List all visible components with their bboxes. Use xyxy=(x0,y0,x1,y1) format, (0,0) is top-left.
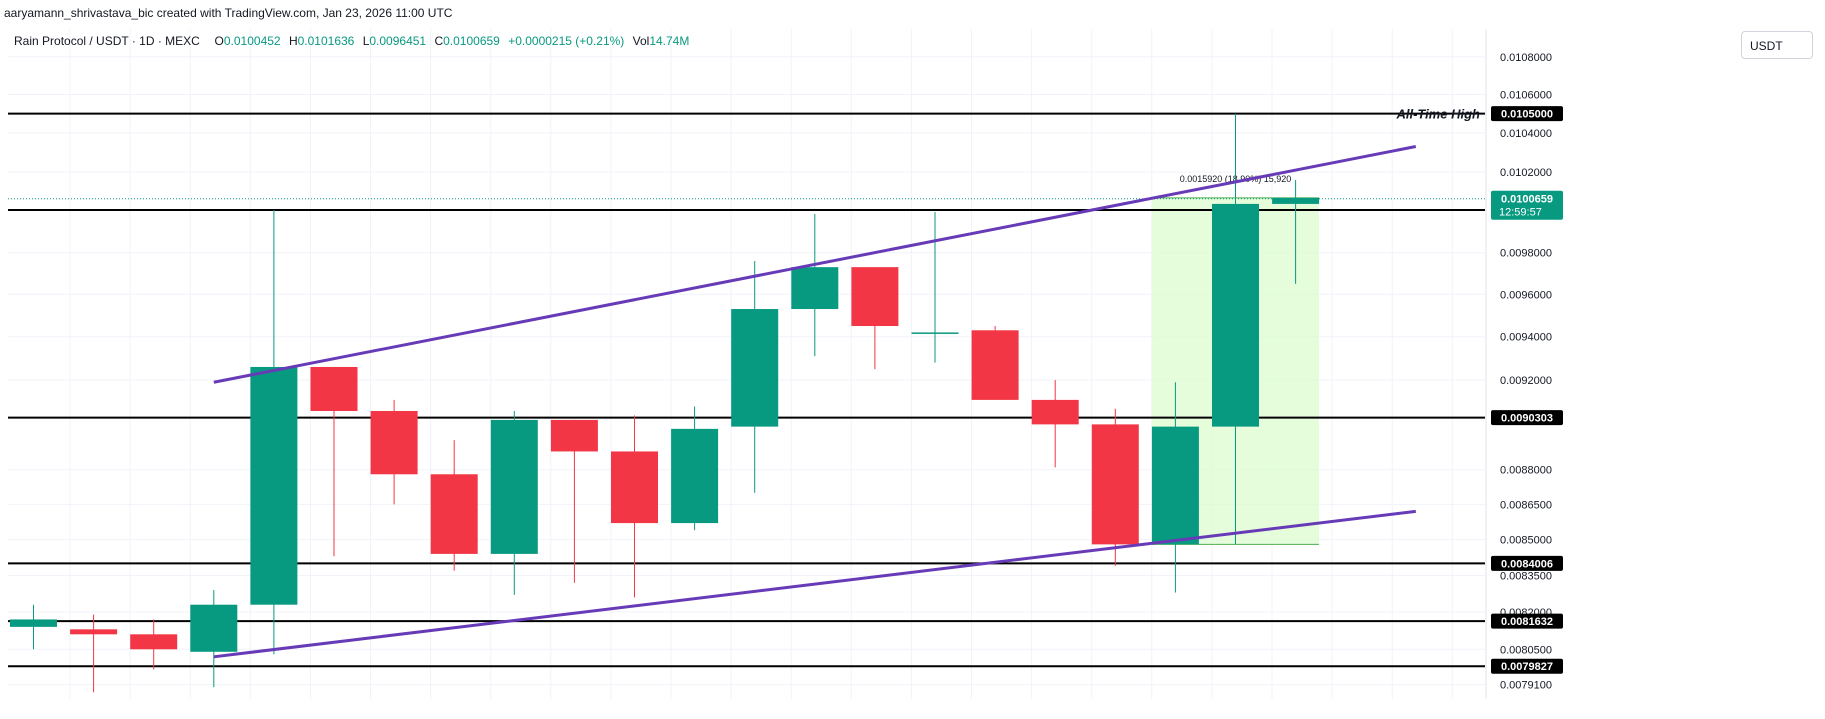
price-tick-label: 0.0094000 xyxy=(1500,332,1552,344)
high-value: 0.0101636 xyxy=(297,34,355,48)
candle xyxy=(1151,382,1199,593)
candle-body xyxy=(130,634,178,650)
level-price-tag xyxy=(1491,410,1563,426)
candle-body xyxy=(851,267,899,327)
candle xyxy=(430,440,478,571)
candle xyxy=(911,211,959,363)
candle xyxy=(611,415,658,598)
candle xyxy=(791,213,839,357)
level-price-tag xyxy=(1491,613,1563,629)
price-tick-label: 0.0108000 xyxy=(1500,52,1552,64)
price-tick-label: 0.0086500 xyxy=(1500,499,1552,511)
candle xyxy=(971,326,1019,400)
price-tick-label: 0.0102000 xyxy=(1500,167,1552,179)
price-tick-label: 0.0083500 xyxy=(1500,571,1552,583)
candle xyxy=(310,366,358,557)
candle-body xyxy=(1091,424,1139,545)
price-tick-label: 0.0092000 xyxy=(1500,375,1552,387)
level-price-tag xyxy=(1491,555,1563,571)
level-price-tag xyxy=(1491,106,1563,122)
candle-body xyxy=(731,309,779,427)
channel-lower-line xyxy=(213,509,1416,659)
open-value: 0.0100452 xyxy=(223,34,281,48)
candle xyxy=(671,406,719,531)
candle-body xyxy=(70,629,118,635)
price-tick-label: 0.0106000 xyxy=(1500,89,1552,101)
candle xyxy=(190,590,238,688)
level-price-tag xyxy=(1491,658,1563,674)
candle xyxy=(370,399,418,505)
candle-body xyxy=(310,366,358,411)
candle xyxy=(70,614,118,693)
price-tick-label: 0.0088000 xyxy=(1500,465,1552,477)
candle-body xyxy=(190,604,238,652)
chart-credit: aaryamann_shrivastava_bic created with T… xyxy=(4,6,453,20)
candle xyxy=(1091,408,1139,566)
level-price-label: 0.0084006 xyxy=(1501,558,1553,570)
candle-body xyxy=(10,619,57,627)
price-tick-label: 0.0079100 xyxy=(1500,680,1552,692)
price-tick-label: 0.0085000 xyxy=(1500,535,1552,547)
low-value: 0.0096451 xyxy=(369,34,427,48)
candle-body xyxy=(1151,426,1199,545)
symbol-title[interactable]: Rain Protocol / USDT · 1D · MEXC xyxy=(14,34,200,48)
candle-body xyxy=(971,330,1019,400)
bottom-strip xyxy=(0,699,1825,719)
symbol-info-bar: Rain Protocol / USDT · 1D · MEXC O0.0100… xyxy=(14,34,694,48)
open-label: O xyxy=(214,34,224,48)
current-price-label: 0.0100659 xyxy=(1501,194,1553,206)
price-tick-label: 0.0104000 xyxy=(1500,128,1552,140)
candle-body xyxy=(370,410,418,475)
candle-body xyxy=(611,451,658,524)
level-price-label: 0.0079827 xyxy=(1501,661,1553,673)
candle xyxy=(10,604,57,650)
candle-body xyxy=(1031,399,1079,425)
candle xyxy=(851,267,899,370)
candle-body xyxy=(1212,203,1259,427)
all-time-high-label: All-Time High xyxy=(1395,107,1480,122)
current-price-tag xyxy=(1491,190,1563,220)
currency-selector[interactable]: USDT xyxy=(1741,31,1813,59)
volume-value: 14.74M xyxy=(649,34,690,48)
candle xyxy=(1031,380,1079,468)
low-label: L xyxy=(362,34,370,48)
candle-body xyxy=(430,474,478,554)
candle xyxy=(130,619,178,670)
candle xyxy=(550,419,598,583)
high-label: H xyxy=(288,34,298,48)
candle xyxy=(1212,113,1259,545)
change-value: +0.0000215 (+0.21%) xyxy=(508,34,625,48)
candle xyxy=(731,260,779,493)
price-tick-label: 0.0096000 xyxy=(1500,289,1552,301)
price-tick-label: 0.0080500 xyxy=(1500,644,1552,656)
countdown-label: 12:59:57 xyxy=(1499,207,1542,219)
candle xyxy=(250,209,298,655)
candle-body xyxy=(911,332,959,334)
level-price-label: 0.0090303 xyxy=(1501,413,1553,425)
close-value: 0.0100659 xyxy=(443,34,500,48)
candle-body xyxy=(671,428,719,524)
candle-body xyxy=(1272,197,1320,204)
price-tick-label: 0.0098000 xyxy=(1500,248,1552,260)
level-price-label: 0.0105000 xyxy=(1501,109,1553,121)
candle-body xyxy=(490,419,538,554)
candle-body xyxy=(791,267,839,310)
candle xyxy=(490,410,538,595)
level-price-label: 0.0081632 xyxy=(1501,616,1553,628)
candle-body xyxy=(550,419,598,452)
channel-upper-line xyxy=(213,145,1417,384)
candle-body xyxy=(250,366,298,605)
close-label: C xyxy=(434,34,444,48)
candle xyxy=(1272,179,1320,284)
volume-label: Vol xyxy=(632,34,650,48)
